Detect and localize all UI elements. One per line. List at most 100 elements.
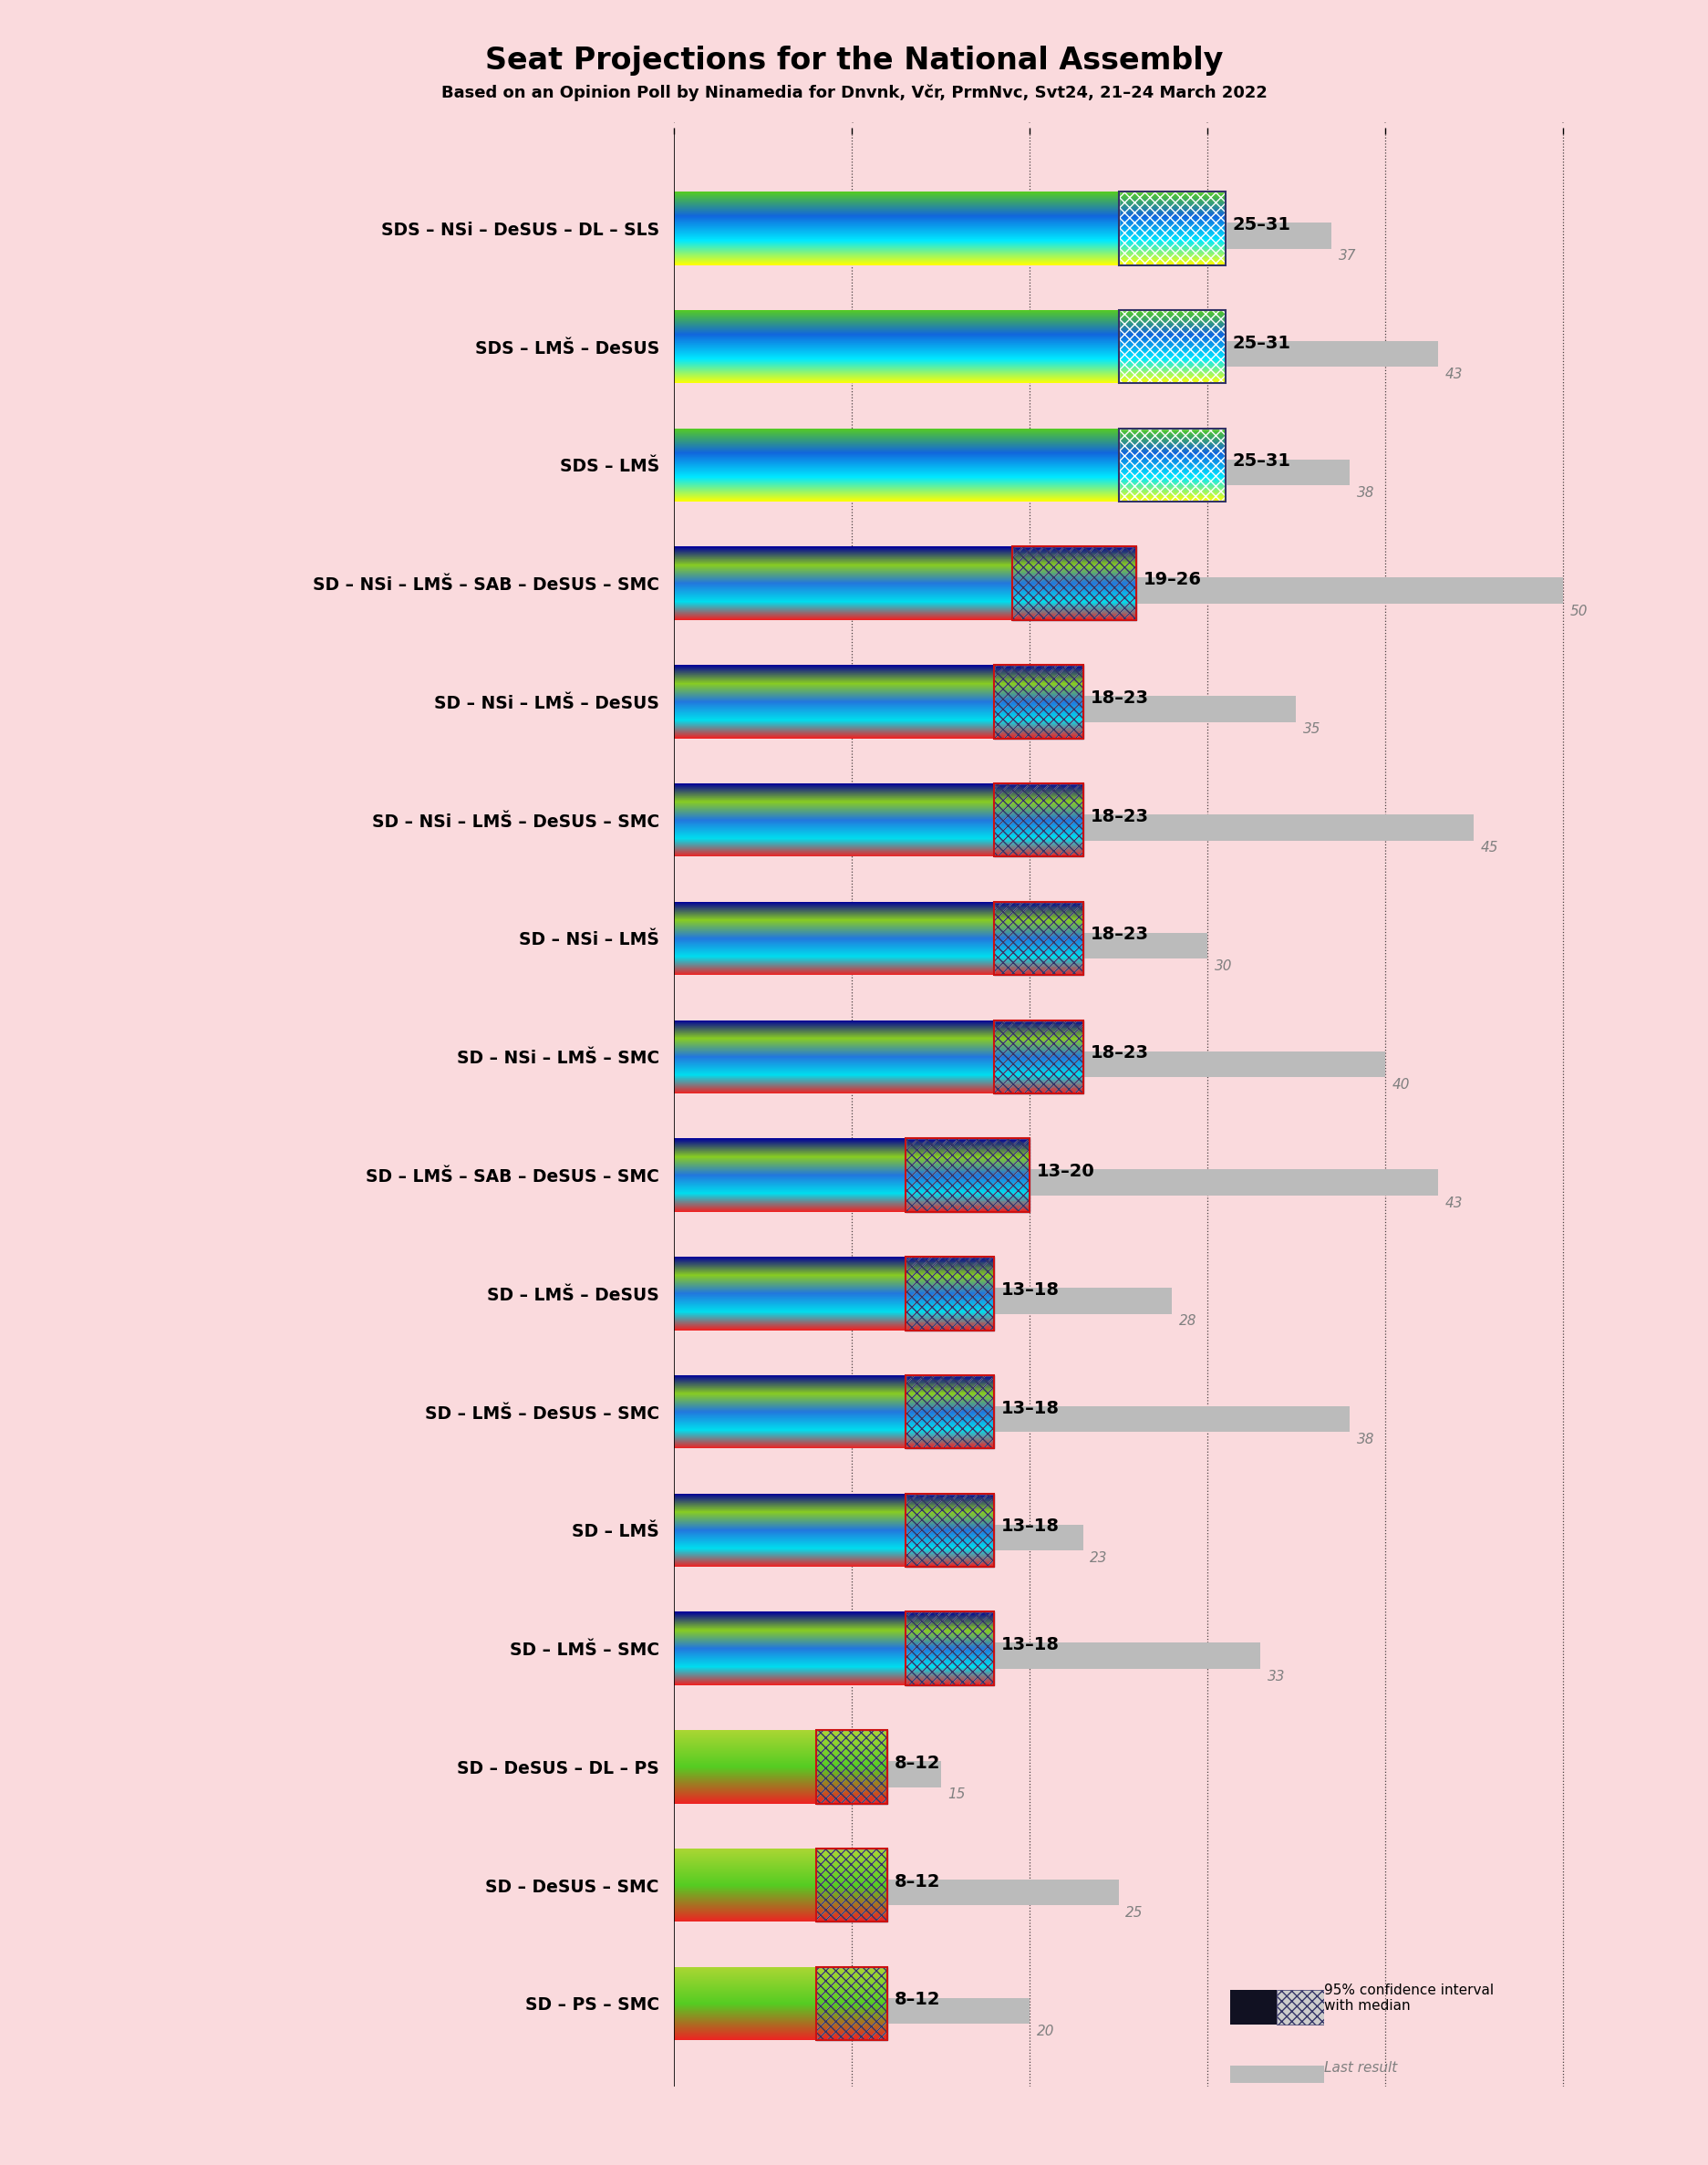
Text: 43: 43 xyxy=(1445,368,1464,381)
Bar xyxy=(1230,1996,1278,2000)
Bar xyxy=(905,1375,994,1448)
Bar xyxy=(905,1375,994,1448)
Text: Based on an Opinion Poll by Ninamedia for Dnvnk, Včr, PrmNvc, Svt24, 21–24 March: Based on an Opinion Poll by Ninamedia fo… xyxy=(441,84,1267,102)
Bar xyxy=(1230,2000,1278,2003)
Text: 40: 40 xyxy=(1392,1078,1411,1091)
Text: 18–23: 18–23 xyxy=(1090,688,1148,706)
Bar xyxy=(905,1611,994,1684)
Bar xyxy=(675,1643,1261,1669)
Bar xyxy=(1278,1990,1324,2024)
Text: 38: 38 xyxy=(1356,485,1375,500)
Text: 18–23: 18–23 xyxy=(1090,808,1148,825)
Bar xyxy=(816,1730,888,1803)
Bar xyxy=(816,1730,888,1803)
Text: 8–12: 8–12 xyxy=(895,1873,941,1890)
Text: 20: 20 xyxy=(1037,2024,1054,2037)
Text: 13–18: 13–18 xyxy=(1001,1518,1059,1535)
Text: 25: 25 xyxy=(1126,1905,1143,1920)
Bar xyxy=(675,1998,1030,2024)
Text: 13–18: 13–18 xyxy=(1001,1399,1059,1416)
Text: 30: 30 xyxy=(1214,959,1231,972)
Text: 19–26: 19–26 xyxy=(1143,572,1202,589)
Bar xyxy=(675,1405,1349,1431)
Bar xyxy=(1230,1990,1278,1994)
Bar xyxy=(1230,2011,1278,2013)
Bar xyxy=(905,1611,994,1684)
Bar xyxy=(1230,2013,1278,2018)
Bar xyxy=(994,784,1083,857)
Bar xyxy=(1230,2018,1278,2020)
Bar xyxy=(994,1020,1083,1093)
Bar xyxy=(994,901,1083,974)
Bar xyxy=(1011,546,1136,619)
Bar xyxy=(675,223,1332,249)
Text: 33: 33 xyxy=(1267,1669,1286,1682)
Bar xyxy=(1119,310,1225,383)
Text: 8–12: 8–12 xyxy=(895,1992,941,2009)
Bar xyxy=(675,1169,1438,1195)
Bar xyxy=(675,1760,941,1786)
Text: 25–31: 25–31 xyxy=(1231,452,1291,470)
Bar xyxy=(1119,429,1225,502)
Bar xyxy=(675,933,1208,959)
Text: 8–12: 8–12 xyxy=(895,1754,941,1771)
Bar xyxy=(816,1966,888,2039)
Bar xyxy=(1119,191,1225,264)
Bar xyxy=(675,1524,1083,1550)
Text: 18–23: 18–23 xyxy=(1090,927,1148,944)
Bar xyxy=(675,695,1296,723)
Text: Last result: Last result xyxy=(1324,2061,1397,2074)
Bar xyxy=(905,1611,994,1684)
Bar xyxy=(1011,546,1136,619)
Bar xyxy=(1230,2007,1278,2011)
Bar xyxy=(816,1849,888,1923)
Bar xyxy=(675,578,1563,604)
Bar xyxy=(675,1050,1385,1078)
Bar xyxy=(994,901,1083,974)
Text: 37: 37 xyxy=(1339,249,1356,262)
Bar xyxy=(675,340,1438,368)
Bar xyxy=(905,1256,994,1329)
Bar xyxy=(816,1966,888,2039)
Text: 13–18: 13–18 xyxy=(1001,1282,1059,1299)
Bar xyxy=(1011,546,1136,619)
Bar xyxy=(905,1139,1030,1212)
Bar xyxy=(816,1966,888,2039)
Bar xyxy=(905,1256,994,1329)
Bar xyxy=(994,665,1083,738)
Bar xyxy=(675,459,1349,485)
Bar xyxy=(675,1288,1172,1314)
Text: 25–31: 25–31 xyxy=(1231,216,1291,234)
Bar xyxy=(905,1375,994,1448)
Bar xyxy=(905,1139,1030,1212)
Bar xyxy=(994,1020,1083,1093)
Bar xyxy=(905,1494,994,1567)
Bar xyxy=(1119,429,1225,502)
Bar xyxy=(1230,2065,1324,2083)
Text: 13–20: 13–20 xyxy=(1037,1163,1095,1180)
Bar xyxy=(994,1020,1083,1093)
Text: 43: 43 xyxy=(1445,1195,1464,1210)
Bar xyxy=(816,1849,888,1923)
Bar xyxy=(1119,310,1225,383)
Text: 18–23: 18–23 xyxy=(1090,1044,1148,1061)
Text: 15: 15 xyxy=(948,1788,965,1801)
Text: 50: 50 xyxy=(1570,604,1588,617)
Bar xyxy=(1230,2003,1278,2007)
Bar xyxy=(1230,1994,1278,1996)
Text: 35: 35 xyxy=(1303,723,1320,736)
Bar xyxy=(816,1849,888,1923)
Bar xyxy=(816,1730,888,1803)
Bar xyxy=(905,1256,994,1329)
Bar xyxy=(994,665,1083,738)
Bar xyxy=(994,784,1083,857)
Text: 45: 45 xyxy=(1481,840,1500,855)
Bar xyxy=(675,1879,1119,1905)
Text: 28: 28 xyxy=(1179,1314,1197,1327)
Bar xyxy=(675,814,1474,840)
Text: 23: 23 xyxy=(1090,1550,1108,1565)
Text: Seat Projections for the National Assembly: Seat Projections for the National Assemb… xyxy=(485,45,1223,76)
Bar xyxy=(994,901,1083,974)
Bar xyxy=(905,1494,994,1567)
Bar xyxy=(994,665,1083,738)
